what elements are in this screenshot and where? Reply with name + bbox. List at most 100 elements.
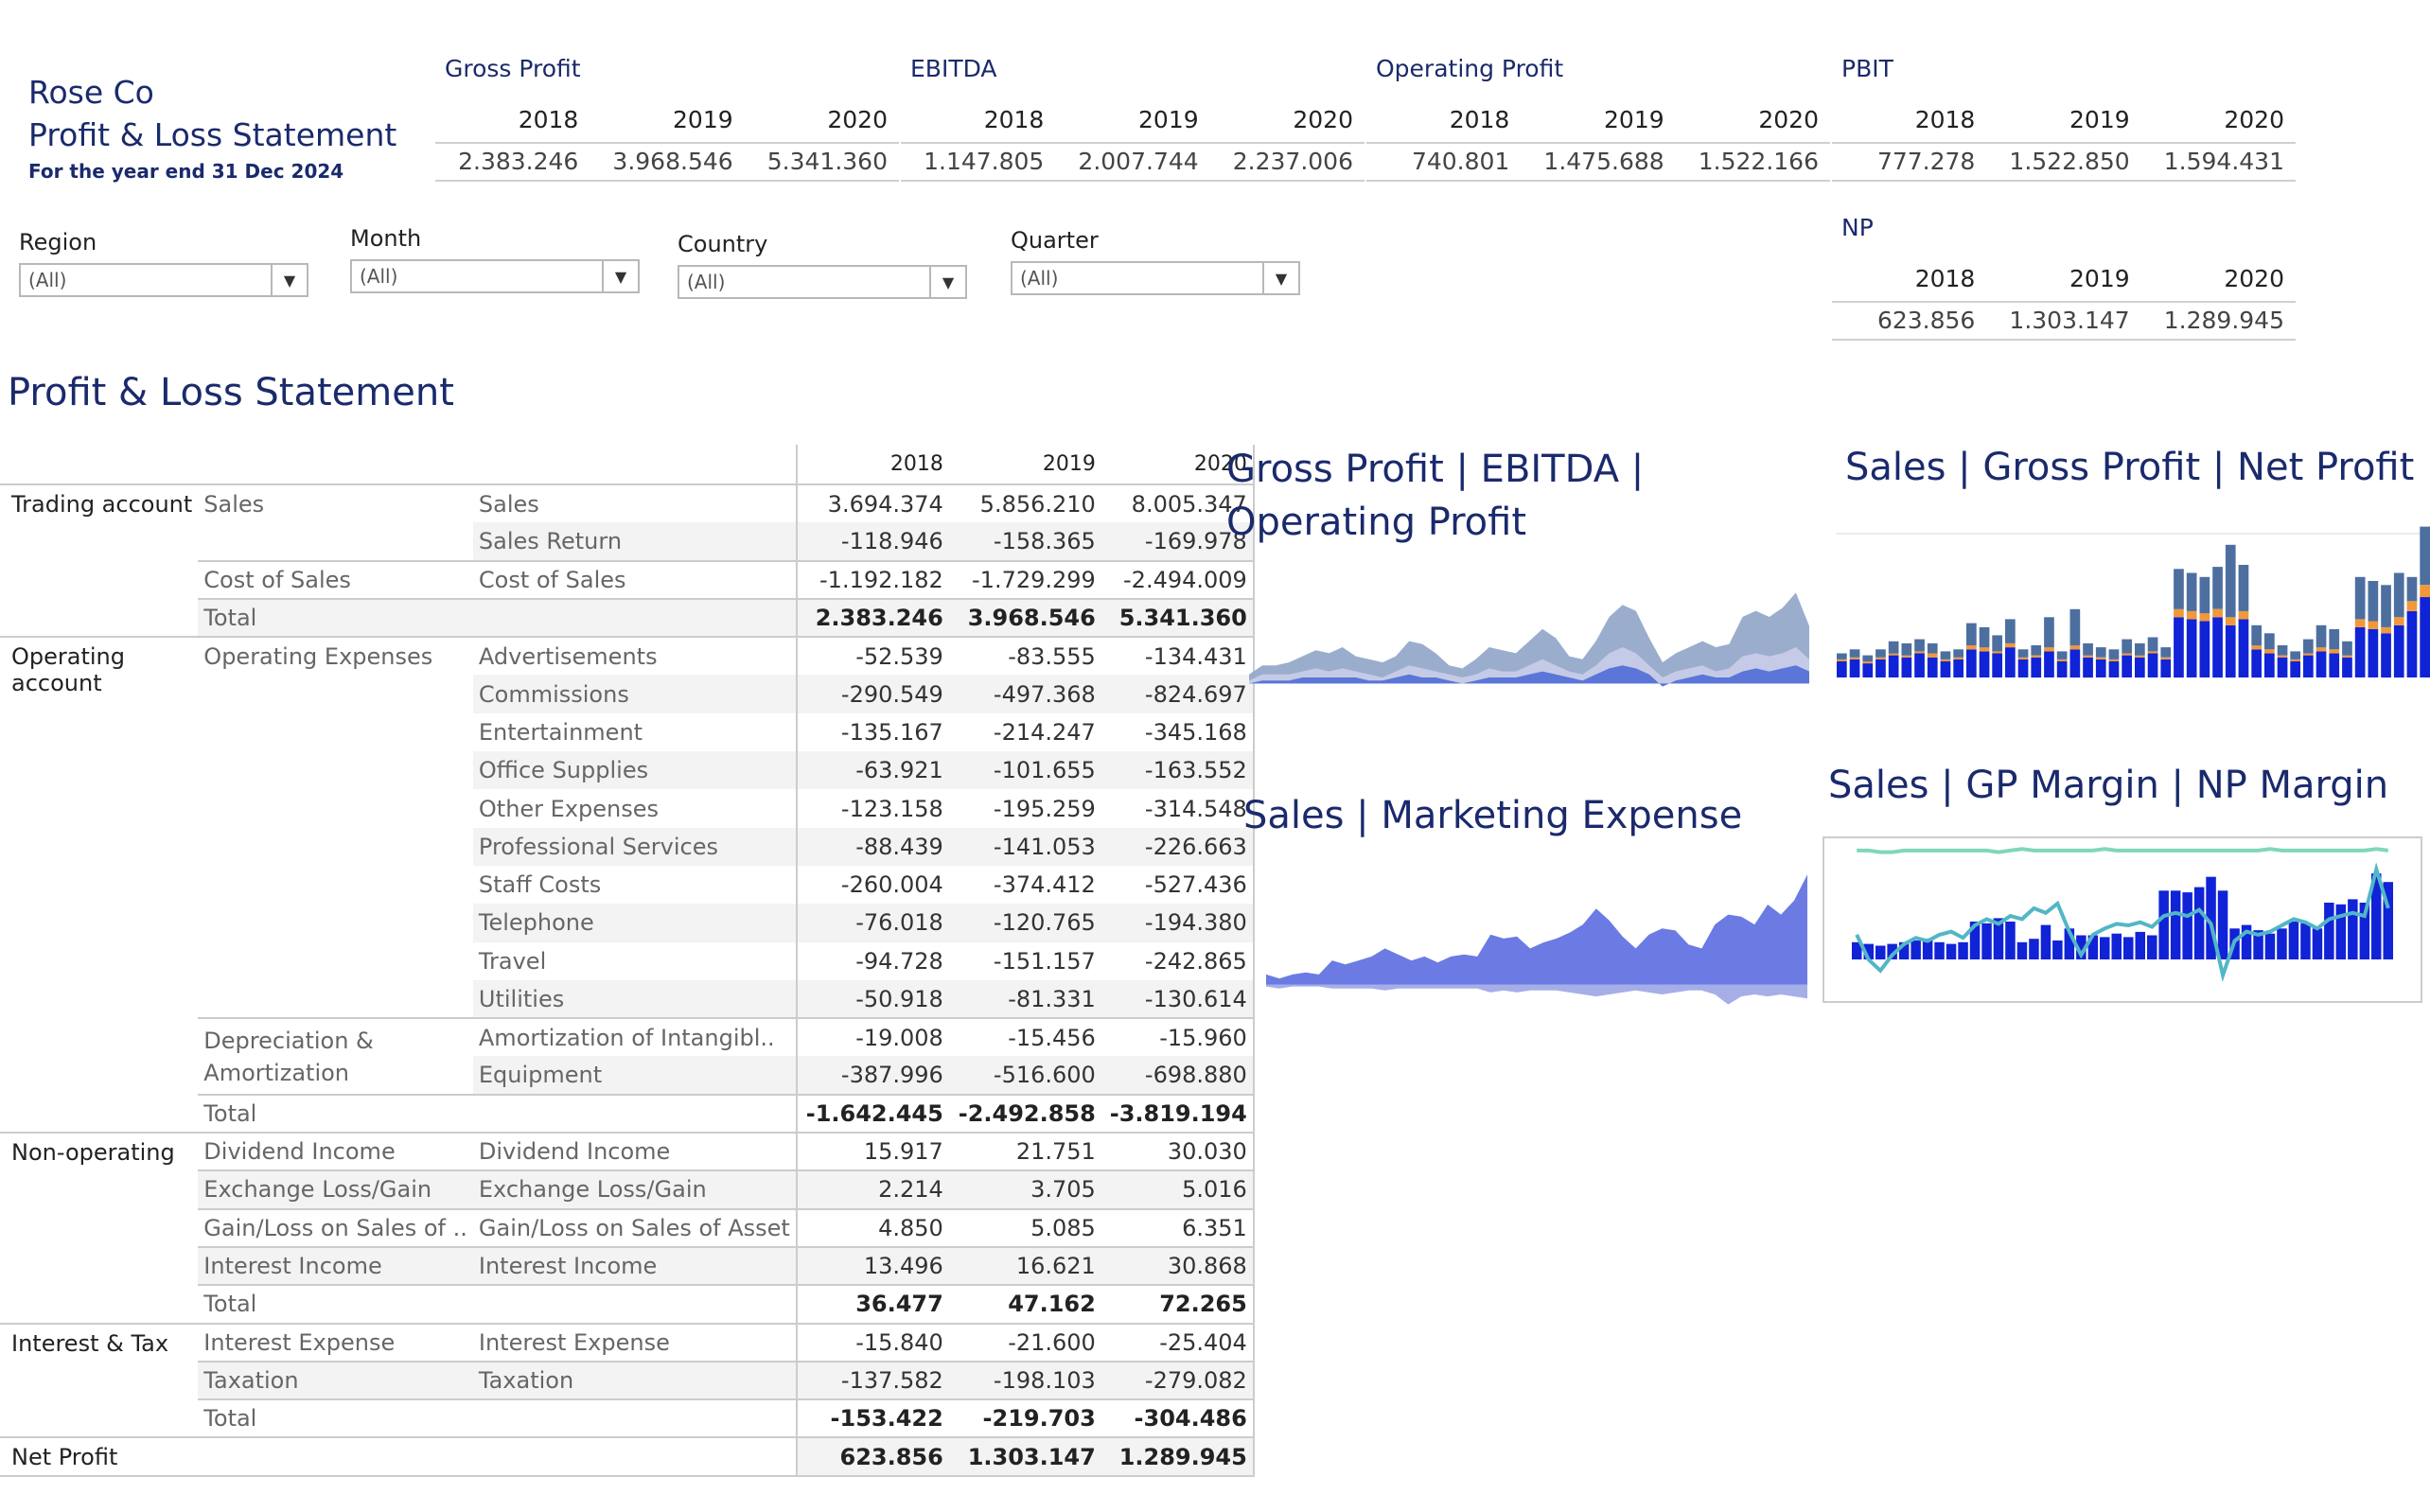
value-cell: 30.868 bbox=[1101, 1245, 1255, 1286]
value-cell: -151.157 bbox=[993, 947, 1096, 975]
value-cell: -169.978 bbox=[1101, 522, 1255, 561]
kpi-value: 1.147.805 bbox=[924, 148, 1045, 175]
kpi-title: PBIT bbox=[1841, 55, 1893, 82]
chart-title-sales-margins: Sales | GP Margin | NP Margin bbox=[1828, 764, 2389, 807]
value-cell: 3.968.546 bbox=[948, 597, 1101, 638]
quarter-dropdown[interactable]: (All) ▼ bbox=[1011, 261, 1300, 295]
bar-gross-profit bbox=[1914, 651, 1925, 654]
kpi-values: 2.383.246 3.968.546 5.341.360 bbox=[435, 144, 899, 182]
bar-net-profit bbox=[1953, 659, 1963, 677]
value-cell: -1.642.445 bbox=[795, 1093, 949, 1134]
bar-net-profit bbox=[2147, 653, 2158, 677]
bar-sales bbox=[2420, 526, 2430, 586]
bar-sales bbox=[1887, 943, 1897, 959]
bar-gross-profit bbox=[2393, 617, 2404, 625]
chevron-down-icon[interactable]: ▼ bbox=[602, 261, 638, 291]
bar-gross-profit bbox=[1875, 657, 1886, 659]
sales-margins-combo-chart bbox=[1822, 836, 2422, 1003]
row-label: Commissions bbox=[478, 680, 629, 708]
bar-net-profit bbox=[2264, 653, 2275, 677]
value-cell: -137.582 bbox=[795, 1360, 949, 1400]
row-label: Exchange Loss/Gain bbox=[472, 1169, 797, 1209]
bar-sales bbox=[2371, 873, 2382, 959]
row-label: Dividend Income bbox=[472, 1132, 797, 1171]
bar-sales bbox=[1979, 626, 1990, 648]
bar-net-profit bbox=[1966, 649, 1977, 678]
bar-gross-profit bbox=[2160, 657, 2172, 659]
value-cell: -698.880 bbox=[1101, 1056, 1255, 1095]
bar-net-profit bbox=[2354, 626, 2366, 677]
bar-gross-profit bbox=[2186, 610, 2197, 620]
bar-sales bbox=[1888, 641, 1899, 654]
table-row: Travel -94.728 -151.157 -242.865 bbox=[0, 941, 1255, 980]
group-label-line: account bbox=[11, 670, 102, 697]
region-filter: Region (All) ▼ bbox=[19, 229, 308, 297]
kpi-year: 2020 bbox=[827, 106, 888, 133]
row-label: Advertisements bbox=[472, 636, 797, 676]
bar-sales bbox=[2186, 572, 2197, 611]
chart-title-sales-gp-np: Sales | Gross Profit | Net Profit bbox=[1845, 446, 2415, 489]
bar-net-profit bbox=[1914, 653, 1925, 677]
bar-sales bbox=[2095, 647, 2106, 658]
bar-gross-profit bbox=[2174, 608, 2184, 618]
kpi-year: 2019 bbox=[673, 106, 733, 133]
value-cell: -76.018 bbox=[795, 904, 949, 942]
bar-sales bbox=[2241, 924, 2252, 959]
bar-net-profit bbox=[2095, 659, 2106, 677]
chevron-down-icon[interactable]: ▼ bbox=[1262, 263, 1298, 293]
table-row: Trading account Sales Sales 3.694.374 5.… bbox=[0, 484, 1255, 523]
chevron-down-icon[interactable]: ▼ bbox=[271, 265, 307, 295]
bar-gross-profit bbox=[2303, 653, 2314, 656]
area-series-marketing-expense bbox=[1266, 984, 1807, 1005]
header-cell bbox=[472, 445, 797, 485]
kpi-pbit: PBIT 2018 2019 2020 777.278 1.522.850 1.… bbox=[1832, 55, 2296, 182]
kpi-year: 2018 bbox=[983, 106, 1045, 133]
subgroup-label: Dividend Income bbox=[198, 1132, 473, 1171]
bar-sales bbox=[2069, 608, 2081, 646]
bar-sales bbox=[2064, 928, 2075, 959]
bar-gross-profit bbox=[2083, 655, 2093, 658]
kpi-year: 2019 bbox=[1138, 106, 1199, 133]
subgroup-label: Interest Income bbox=[198, 1245, 473, 1286]
row-label: Cost of Sales bbox=[472, 559, 797, 599]
group-label: Net Profit bbox=[0, 1436, 199, 1476]
kpi-value: 2.383.246 bbox=[458, 148, 579, 175]
bar-net-profit bbox=[1862, 663, 1874, 677]
region-dropdown[interactable]: (All) ▼ bbox=[19, 263, 308, 297]
value-cell: -2.494.009 bbox=[1101, 559, 1255, 599]
value-cell: -279.082 bbox=[1101, 1360, 1255, 1400]
bar-sales bbox=[1875, 649, 1886, 658]
bar-gross-profit bbox=[2199, 613, 2210, 622]
value-cell: -130.614 bbox=[1101, 979, 1255, 1019]
bar-net-profit bbox=[2108, 661, 2120, 677]
value-cell: -1.729.299 bbox=[948, 559, 1101, 599]
bar-sales bbox=[2383, 882, 2393, 959]
month-dropdown[interactable]: (All) ▼ bbox=[350, 259, 640, 293]
bar-sales bbox=[2005, 619, 2016, 643]
chevron-down-icon[interactable]: ▼ bbox=[929, 267, 965, 297]
bar-gross-profit bbox=[1837, 659, 1847, 661]
kpi-title: Gross Profit bbox=[445, 55, 581, 82]
table-row: Gain/Loss on Sales of .. Gain/Loss on Sa… bbox=[0, 1207, 1255, 1247]
value-cell: -314.548 bbox=[1101, 789, 1255, 828]
value-cell: -19.008 bbox=[795, 1017, 949, 1057]
country-dropdown[interactable]: (All) ▼ bbox=[678, 265, 967, 299]
filter-label: Quarter bbox=[1011, 227, 1099, 254]
kpi-years: 2018 2019 2020 bbox=[1832, 265, 2296, 303]
bar-net-profit bbox=[2160, 659, 2172, 677]
bar-gross-profit bbox=[1901, 655, 1912, 658]
bar-sales bbox=[2335, 904, 2347, 959]
value-cell: -242.865 bbox=[1101, 941, 1255, 980]
empty-cell bbox=[472, 1093, 797, 1134]
bar-sales bbox=[2017, 649, 2029, 658]
empty-cell bbox=[472, 1436, 797, 1476]
bar-sales bbox=[1981, 923, 1992, 959]
bar-sales bbox=[1901, 642, 1912, 656]
value-cell: 4.850 bbox=[795, 1207, 949, 1247]
subgroup-label: Cost of Sales bbox=[198, 559, 473, 599]
bar-net-profit bbox=[2186, 619, 2197, 677]
kpi-year: 2019 bbox=[2069, 106, 2130, 133]
column-header-2018: 2018 bbox=[795, 445, 949, 485]
bar-sales bbox=[2329, 629, 2340, 650]
bar-sales bbox=[2031, 645, 2042, 656]
